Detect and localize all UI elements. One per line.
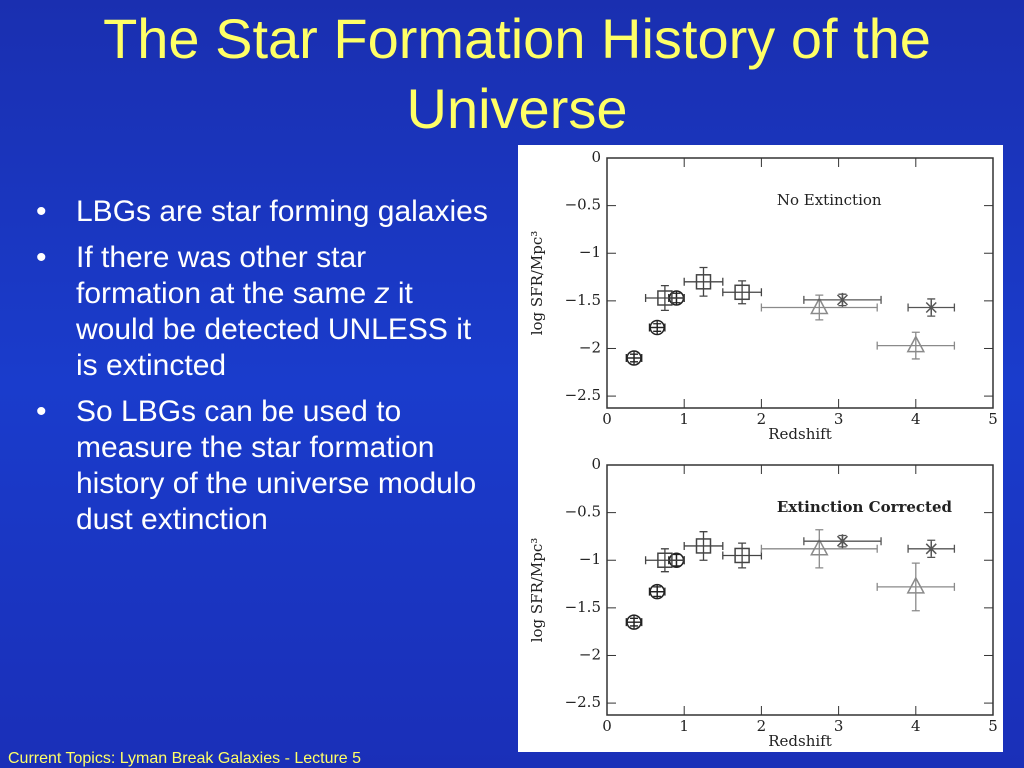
marker [657,290,673,306]
y-tick-label: −2 [579,338,601,356]
plot-frame [606,464,994,716]
annotation: No Extinction [777,191,882,209]
y-tick-label: −1 [579,550,601,568]
y-tick-label: −2 [579,645,601,663]
error-bar-x [644,294,685,302]
error-bar-x [683,277,724,286]
x-tick-label: 3 [834,717,844,735]
x-tick-label: 5 [988,717,998,735]
x-axis-label: Redshift [768,425,832,443]
footer: Current Topics: Lyman Break Galaxies - L… [8,750,362,767]
x-tick-label: 1 [679,410,689,428]
bullet: LBGs are star forming galaxies [30,194,490,230]
marker [734,547,750,564]
y-tick-label: 0 [591,148,601,166]
x-tick-label: 4 [911,410,921,428]
slide-title: The Star Formation History of the Univer… [103,7,931,140]
marker [906,335,926,353]
y-axis-label: log SFR/Mpc³ [528,231,546,336]
x-tick-label: 0 [602,717,612,735]
x-tick-label: 3 [834,410,844,428]
bullet-text-italic: z [374,277,390,310]
marker [695,274,712,290]
marker [810,538,829,556]
y-tick-label: 0 [591,455,601,473]
x-axis-label: Redshift [768,732,832,750]
error-bar-x [876,341,956,350]
x-tick-label: 4 [911,717,921,735]
marker [734,284,750,301]
error-bar-x [760,544,878,553]
error-bar-x [722,288,763,297]
marker [836,292,848,307]
figure-background [518,145,1003,752]
bullet: If there was other star formation at the… [30,240,490,384]
marker [810,296,829,315]
marker [925,300,937,315]
x-tick-label: 5 [988,410,998,428]
error-bar-x [683,541,724,550]
error-bar-x [760,303,878,312]
marker [925,541,937,556]
y-axis-label: log SFR/Mpc³ [528,538,546,643]
x-tick-label: 0 [602,410,612,428]
y-tick-label: −0.5 [565,196,601,214]
plot-frame [606,157,994,409]
marker-cross [627,615,642,630]
marker-cross [650,584,665,599]
x-tick-label: 1 [679,717,689,735]
x-tick-label: 2 [757,410,767,428]
annotation: Extinction Corrected [777,498,953,516]
bullet-text: LBGs are star forming galaxies [76,195,488,228]
bullet-list: LBGs are star forming galaxies If there … [30,194,490,548]
y-tick-label: −1 [579,243,601,261]
marker [906,576,926,594]
marker-cross [627,351,642,365]
y-tick-label: −1.5 [565,598,601,616]
x-tick-label: 2 [757,717,767,735]
y-tick-label: −0.5 [565,503,601,521]
bullet-text: If there was other star formation at the… [76,241,375,310]
y-tick-label: −2.5 [565,386,601,404]
marker [657,552,673,568]
bullet: So LBGs can be used to measure the star … [30,394,490,538]
y-tick-label: −1.5 [565,291,601,309]
y-tick-label: −2.5 [565,693,601,711]
error-bar-x [876,582,956,591]
marker [836,534,848,549]
marker-cross [650,320,665,335]
bullet-text: it would be detected UNLESS it is extinc… [76,277,472,382]
bullet-text: So LBGs can be used to measure the star … [76,395,477,536]
marker [695,538,712,554]
error-bar-x [644,556,685,565]
